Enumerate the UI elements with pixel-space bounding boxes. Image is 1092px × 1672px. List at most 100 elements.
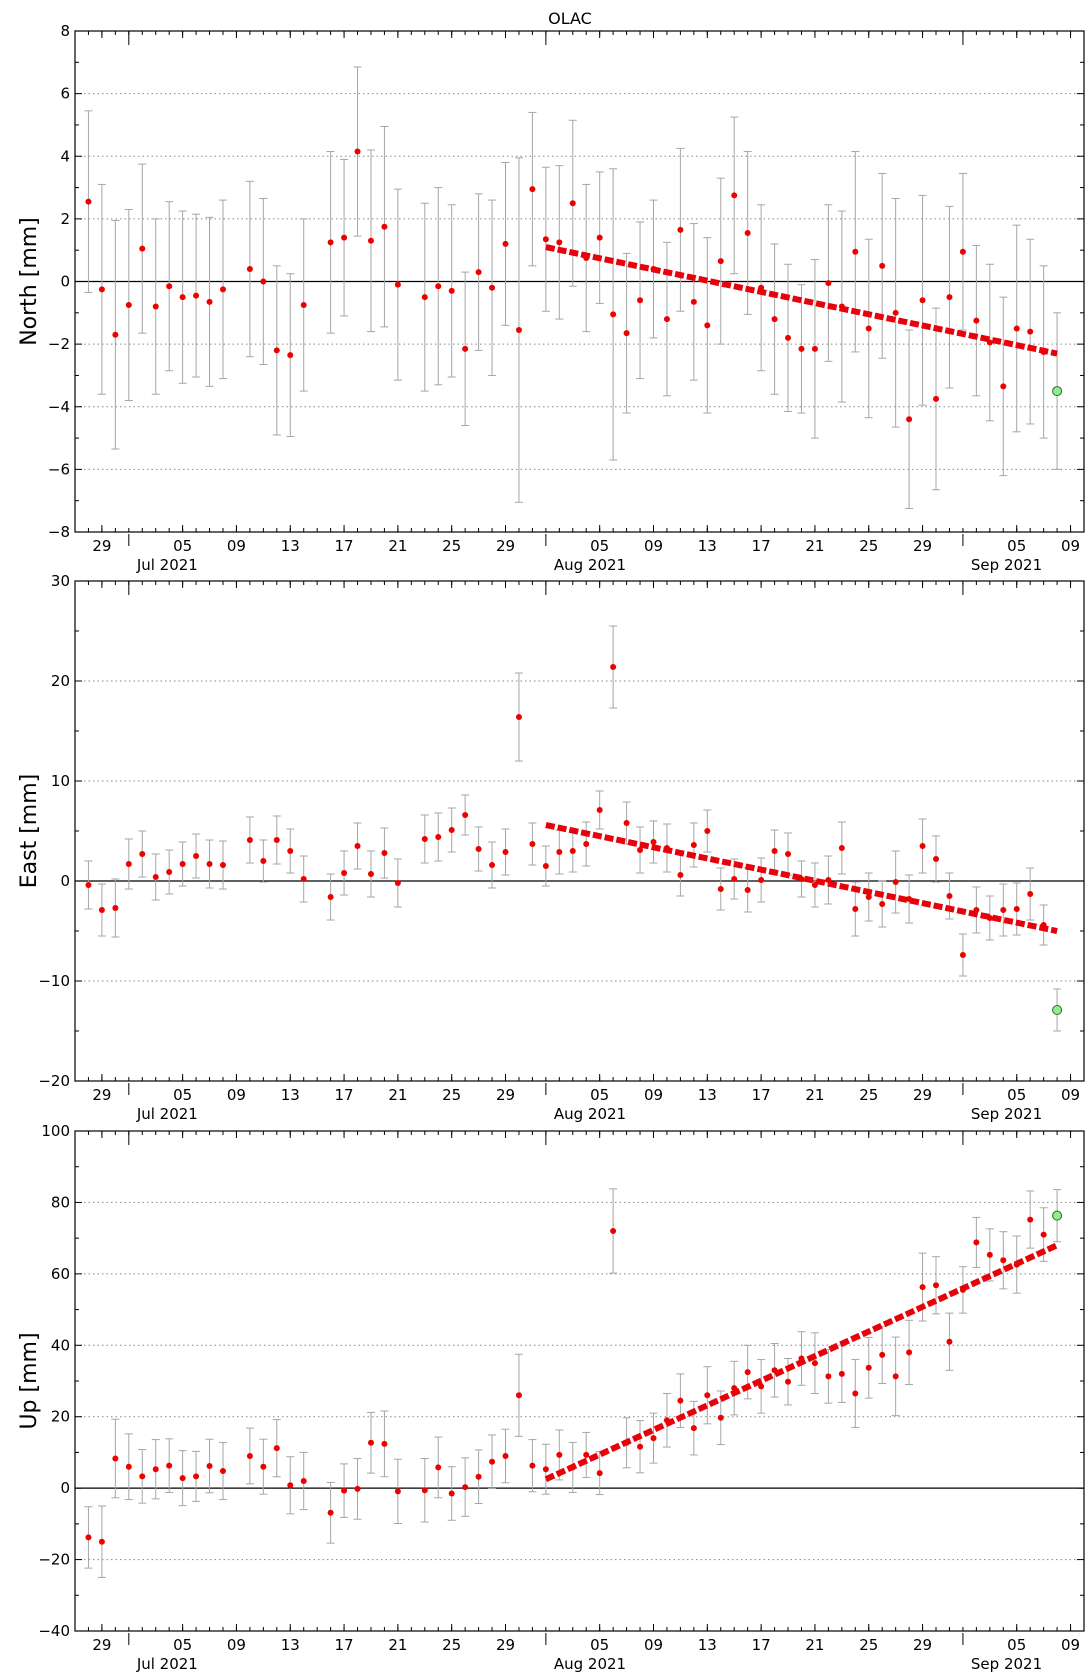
data-point (838, 303, 845, 310)
y-tick-label: 30 (51, 572, 70, 590)
data-point (663, 845, 670, 851)
data-point (489, 284, 496, 291)
x-tick-label: 29 (496, 1636, 515, 1654)
x-tick-label: 09 (644, 1636, 663, 1654)
data-point (475, 269, 482, 276)
data-point (852, 1390, 859, 1397)
trend-line (545, 822, 1058, 934)
data-point (771, 848, 778, 854)
plot-frame (74, 580, 1085, 1082)
data-point (583, 1451, 590, 1458)
x-month-label: Jul 2021 (136, 556, 198, 574)
data-point (206, 861, 213, 867)
x-month-label: Aug 2021 (554, 1105, 626, 1123)
y-tick-label: 10 (51, 772, 70, 790)
data-point (354, 843, 361, 849)
x-tick-label: 13 (281, 537, 300, 555)
x-tick-label: 05 (590, 537, 609, 555)
x-tick-label: 25 (442, 1636, 461, 1654)
x-tick-label: 17 (752, 537, 771, 555)
x-tick-label: 29 (92, 537, 111, 555)
data-point (462, 345, 469, 352)
data-point (515, 327, 522, 334)
data-point (139, 245, 146, 252)
data-point (502, 240, 509, 247)
data-point (637, 297, 644, 304)
data-point (758, 877, 765, 883)
x-tick-label: 29 (913, 1086, 932, 1104)
data-point (704, 1392, 711, 1399)
data-point (112, 331, 119, 338)
data-point (394, 880, 401, 886)
data-point (677, 1397, 684, 1404)
data-point (152, 303, 159, 310)
x-month-label: Sep 2021 (971, 1655, 1042, 1672)
x-tick-label: 05 (1007, 1086, 1026, 1104)
data-point (973, 1239, 980, 1246)
data-point (462, 812, 469, 818)
data-point (179, 294, 186, 301)
data-point (300, 301, 307, 308)
y-tick-label: −20 (38, 1072, 70, 1090)
data-point (744, 229, 751, 236)
data-point (300, 876, 307, 882)
x-tick-label: 05 (173, 1086, 192, 1104)
y-axis-title: Up [mm] (17, 1332, 42, 1429)
x-tick-label: 29 (913, 537, 932, 555)
data-point (287, 352, 294, 359)
x-tick-label: 25 (442, 537, 461, 555)
data-point (529, 841, 536, 847)
data-point (448, 827, 455, 833)
data-point (798, 345, 805, 352)
y-tick-label: 0 (60, 273, 70, 291)
data-point (394, 281, 401, 288)
x-tick-label: 09 (644, 537, 663, 555)
data-point (1040, 922, 1047, 928)
data-point (341, 870, 348, 876)
data-point (489, 1458, 496, 1465)
data-point (569, 1464, 576, 1471)
x-tick-label: 21 (805, 1086, 824, 1104)
data-point (193, 853, 200, 859)
data-point (744, 887, 751, 893)
data-point (206, 1463, 213, 1469)
data-point (152, 1466, 159, 1473)
x-tick-label: 25 (859, 1636, 878, 1654)
y-tick-label: −2 (48, 335, 70, 353)
data-point (946, 893, 953, 899)
data-point (112, 905, 119, 911)
data-point (610, 311, 617, 318)
x-tick-label: 29 (496, 537, 515, 555)
plot-frame (74, 30, 1085, 533)
data-point (704, 828, 711, 834)
last-data-point (1052, 386, 1063, 397)
x-tick-label: 21 (805, 1636, 824, 1654)
x-tick-label: 09 (227, 1636, 246, 1654)
data-point (852, 248, 859, 255)
data-point (260, 858, 267, 864)
x-tick-label: 17 (335, 1636, 354, 1654)
data-point (542, 236, 549, 243)
data-point (690, 842, 697, 848)
data-point (785, 851, 792, 857)
data-point (892, 1373, 899, 1380)
x-tick-label: 05 (590, 1636, 609, 1654)
data-point (273, 837, 280, 843)
y-tick-label: −4 (48, 398, 70, 416)
panel-3: −40 −20 0 20 40 60 80 100 29 05 09 13 17 21 25 29 05 09 13… (17, 1122, 1085, 1672)
data-point (583, 841, 590, 847)
data-point (623, 1439, 630, 1446)
data-point (327, 1509, 334, 1516)
data-point (381, 223, 388, 230)
data-point (811, 1360, 818, 1367)
data-point (273, 347, 280, 354)
x-tick-label: 17 (335, 1086, 354, 1104)
x-tick-label: 17 (752, 1086, 771, 1104)
chart-title: OLAC (548, 9, 592, 28)
data-point (475, 1473, 482, 1480)
y-tick-label: −20 (38, 1551, 70, 1569)
data-point (865, 894, 872, 900)
trend-line (545, 244, 1058, 357)
data-point (690, 298, 697, 305)
data-point (610, 1228, 617, 1234)
